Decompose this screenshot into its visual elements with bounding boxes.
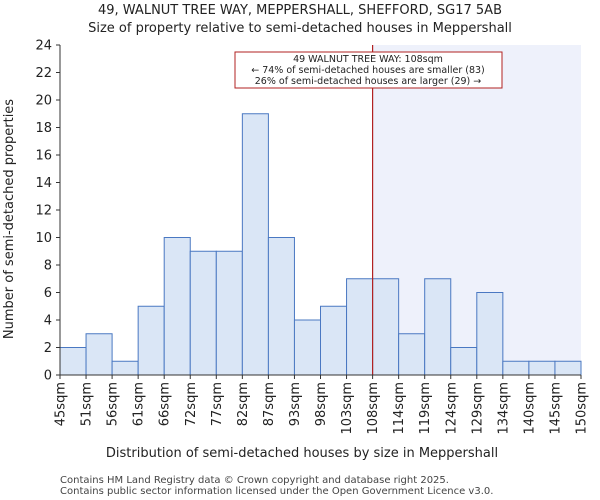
bar-129sqm <box>476 292 504 376</box>
x-tick-label: 145sqm <box>548 382 563 435</box>
bar-87sqm <box>267 237 295 376</box>
bar-82sqm <box>241 113 269 376</box>
x-tick-label: 51sqm <box>80 382 95 426</box>
x-tick-label: 134sqm <box>496 382 511 435</box>
x-tick-label: 129sqm <box>470 382 485 435</box>
bar-66sqm <box>163 237 191 376</box>
x-tick-label: 77sqm <box>210 382 225 426</box>
y-tick-label: 12 <box>35 204 52 219</box>
x-axis-label: Distribution of semi-detached houses by … <box>106 446 498 461</box>
bar-103sqm <box>346 278 374 376</box>
x-tick-label: 114sqm <box>392 382 407 435</box>
bar-108sqm <box>372 278 400 376</box>
x-tick-label: 61sqm <box>132 382 147 426</box>
bar-134sqm <box>502 360 530 376</box>
y-tick-label: 2 <box>44 341 52 356</box>
x-tick-label: 87sqm <box>262 382 277 426</box>
bar-56sqm <box>111 360 139 376</box>
bar-93sqm <box>293 319 322 376</box>
y-tick-label: 24 <box>35 39 52 54</box>
y-tick-label: 4 <box>44 314 52 329</box>
bar-114sqm <box>398 333 426 376</box>
bar-98sqm <box>320 305 348 376</box>
y-tick-label: 10 <box>35 231 52 246</box>
chart-title: 49, WALNUT TREE WAY, MEPPERSHALL, SHEFFO… <box>98 3 502 18</box>
bar-51sqm <box>85 333 113 376</box>
x-tick-label: 56sqm <box>106 382 121 426</box>
annotation-line-2: ← 74% of semi-detached houses are smalle… <box>251 65 485 76</box>
y-tick-label: 16 <box>35 149 52 164</box>
footer-line-1: Contains HM Land Registry data © Crown c… <box>60 475 449 486</box>
y-tick-label: 14 <box>35 176 52 191</box>
x-tick-label: 45sqm <box>54 382 69 426</box>
bar-140sqm <box>528 360 556 376</box>
y-tick-label: 22 <box>35 66 52 81</box>
y-tick-label: 18 <box>35 121 52 136</box>
x-tick-label: 93sqm <box>288 382 303 426</box>
annotation-line-3: 26% of semi-detached houses are larger (… <box>255 76 482 87</box>
x-tick-label: 150sqm <box>575 382 590 435</box>
bar-72sqm <box>189 250 217 376</box>
bar-77sqm <box>215 250 243 376</box>
x-tick-label: 82sqm <box>236 382 251 426</box>
y-axis-label: Number of semi-detached properties <box>2 99 17 339</box>
y-tick-label: 0 <box>44 369 52 384</box>
bar-119sqm <box>424 278 452 376</box>
footer-line-2: Contains public sector information licen… <box>60 486 493 497</box>
y-tick-label: 8 <box>44 259 52 274</box>
x-tick-label: 124sqm <box>444 382 459 435</box>
x-tick-label: 103sqm <box>340 382 355 435</box>
x-tick-label: 140sqm <box>522 382 537 435</box>
annotation-line-1: 49 WALNUT TREE WAY: 108sqm <box>293 54 443 65</box>
x-tick-label: 72sqm <box>184 382 199 426</box>
x-tick-label: 98sqm <box>314 382 329 426</box>
bar-45sqm <box>59 347 87 376</box>
bar-61sqm <box>137 305 165 376</box>
annotation-box: 49 WALNUT TREE WAY: 108sqm ← 74% of semi… <box>234 51 503 89</box>
x-tick-label: 119sqm <box>418 382 433 435</box>
bar-145sqm <box>554 360 582 376</box>
y-tick-label: 6 <box>44 286 52 301</box>
bar-124sqm <box>450 347 478 376</box>
x-tick-label: 108sqm <box>366 382 381 435</box>
chart-subtitle: Size of property relative to semi-detach… <box>88 21 512 36</box>
x-axis-ticks: 45sqm 51sqm 56sqm 61sqm 66sqm 72sqm 77sqm 82sqm… <box>54 375 590 435</box>
y-tick-label: 20 <box>35 94 52 109</box>
x-tick-label: 66sqm <box>158 382 173 426</box>
bars-group <box>59 113 582 376</box>
